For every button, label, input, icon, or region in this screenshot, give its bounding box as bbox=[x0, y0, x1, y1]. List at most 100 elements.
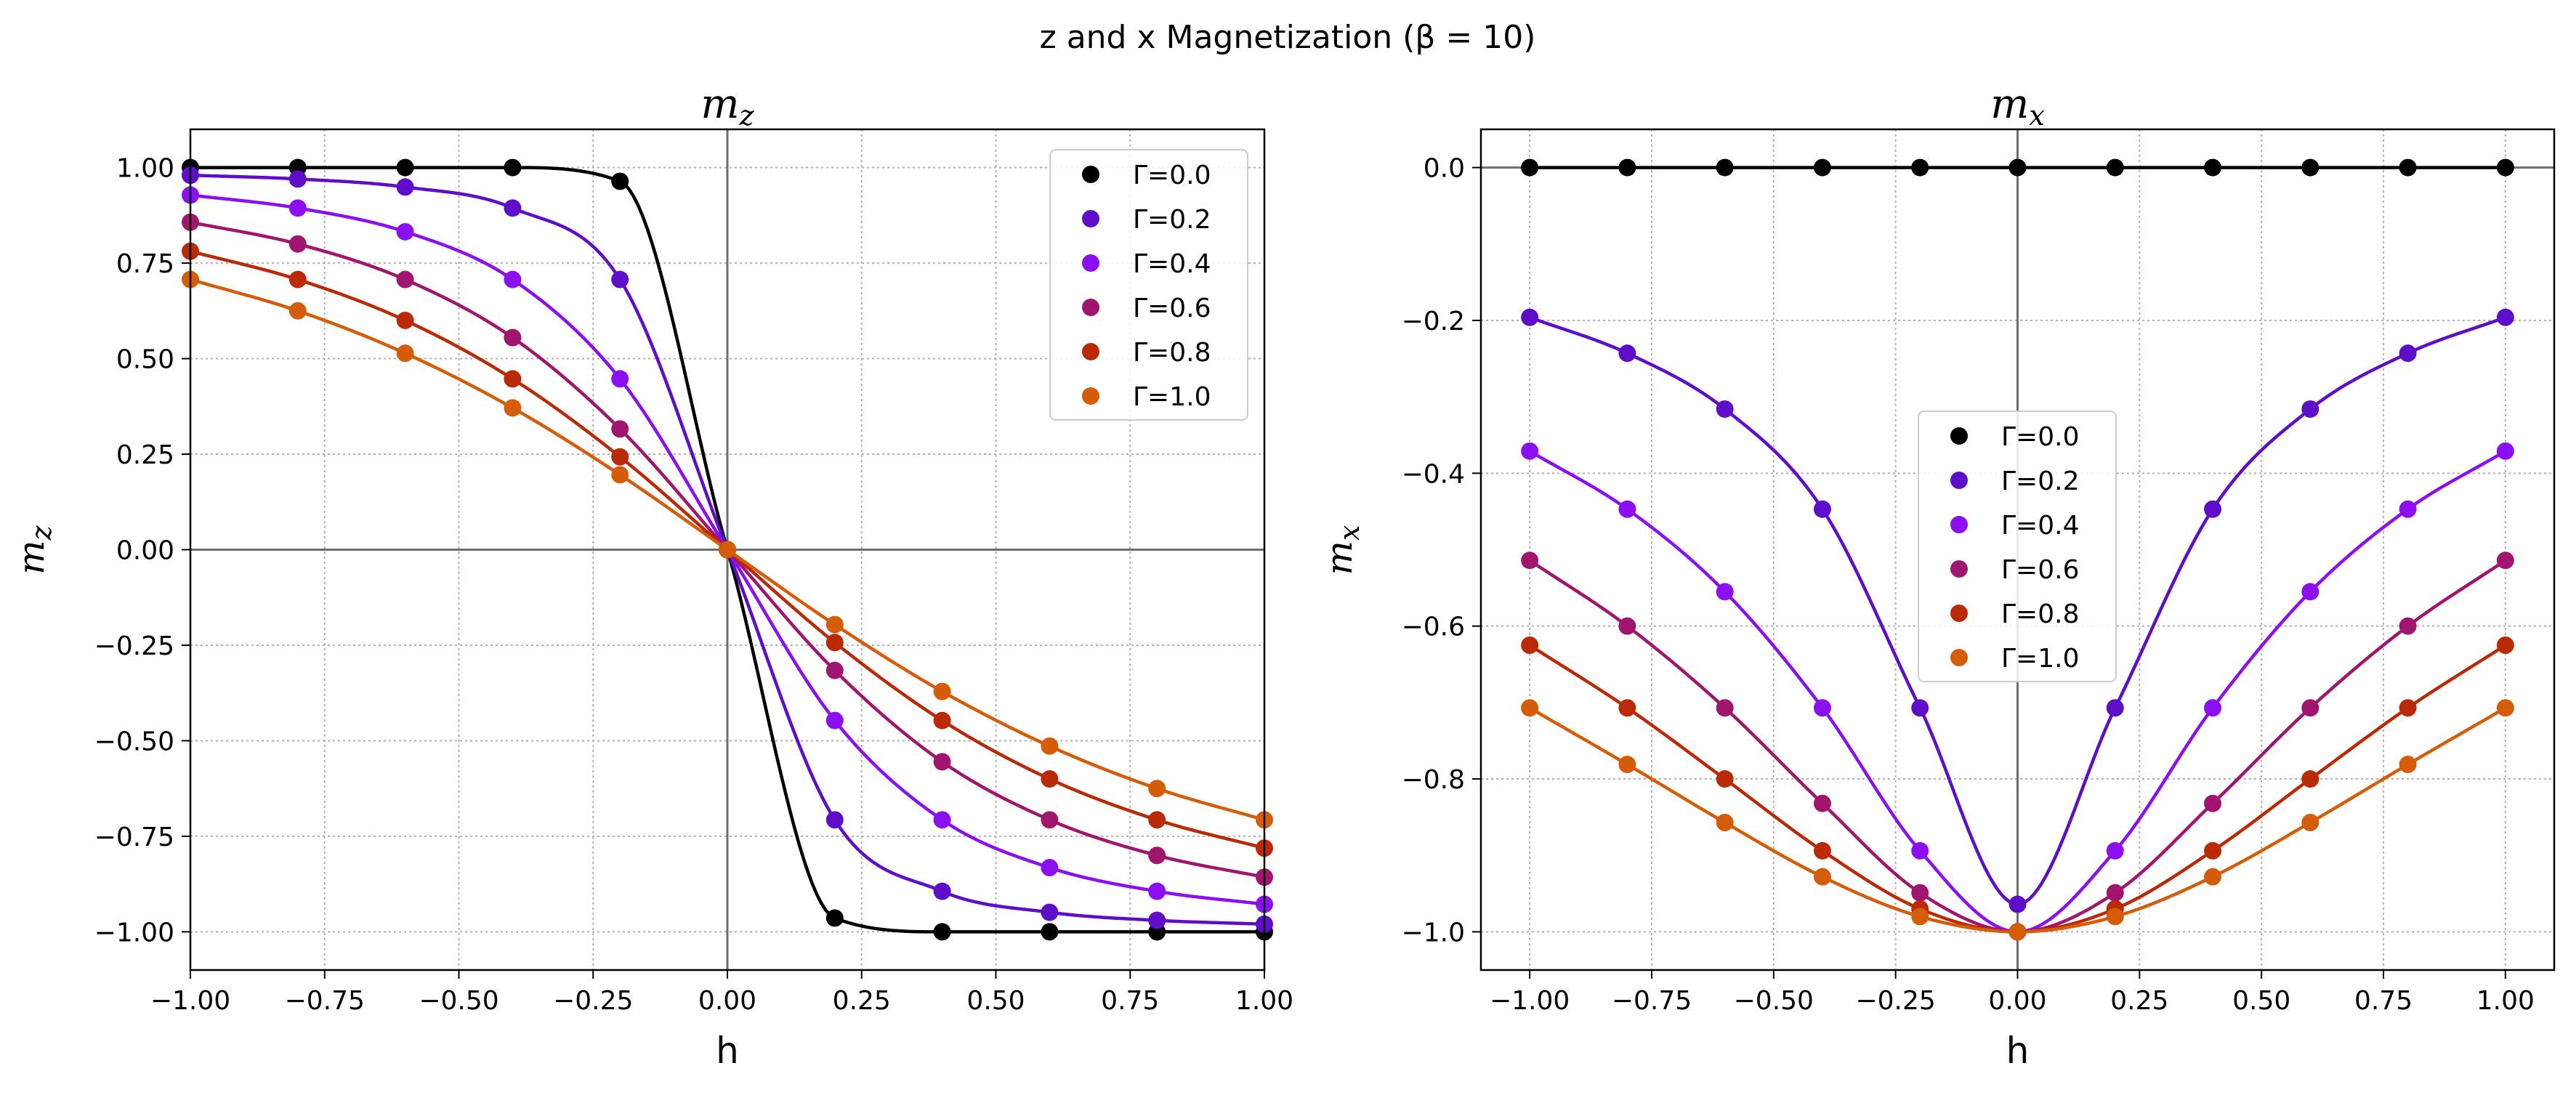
data-point bbox=[2496, 158, 2514, 177]
x-axis-label: h bbox=[716, 1030, 739, 1072]
x-tick-label: 1.00 bbox=[2476, 986, 2535, 1016]
y-tick-label: 0.0 bbox=[1424, 154, 1465, 184]
y-tick-label: 0.00 bbox=[116, 536, 174, 566]
data-point bbox=[1716, 158, 1734, 177]
data-point bbox=[611, 172, 629, 190]
data-point bbox=[2399, 617, 2417, 635]
data-point bbox=[1618, 756, 1636, 774]
data-point bbox=[2301, 400, 2319, 418]
data-point bbox=[825, 634, 844, 652]
mz-panel: −1.00 −0.75 −0.50 −0.25 0.00 0.25 0.50 0.75 1.00… bbox=[10, 81, 1293, 1072]
data-point bbox=[2399, 699, 2417, 717]
y-tick-label: −0.8 bbox=[1402, 765, 1465, 795]
data-point bbox=[1041, 737, 1059, 755]
legend-label: Γ=0.2 bbox=[1133, 205, 1211, 235]
data-point bbox=[2301, 770, 2319, 788]
x-tick-label: 0.75 bbox=[2354, 986, 2413, 1016]
x-tick-label: 0.00 bbox=[698, 986, 756, 1016]
data-point bbox=[1618, 158, 1636, 177]
figure-title: z and x Magnetization (β = 10) bbox=[1040, 19, 1536, 56]
x-tick-label: −0.75 bbox=[285, 986, 365, 1016]
data-point bbox=[1148, 780, 1166, 798]
data-point bbox=[1148, 811, 1166, 829]
data-point bbox=[1041, 770, 1059, 788]
data-point bbox=[2301, 813, 2319, 831]
ylabel-main: m bbox=[10, 540, 52, 574]
data-point bbox=[2496, 442, 2514, 460]
legend-label: Γ=0.4 bbox=[1133, 249, 1211, 279]
data-point bbox=[719, 541, 736, 559]
legend-label: Γ=0.8 bbox=[1133, 338, 1211, 368]
data-point bbox=[1521, 636, 1539, 654]
legend-label: Γ=0.6 bbox=[1133, 294, 1211, 323]
data-point bbox=[396, 178, 414, 196]
legend-marker bbox=[1950, 605, 1968, 622]
data-point bbox=[396, 270, 414, 288]
x-tick-label: −1.00 bbox=[1490, 986, 1570, 1016]
y-tick-label: −0.6 bbox=[1402, 613, 1465, 642]
data-point bbox=[288, 302, 307, 320]
data-point bbox=[1041, 903, 1059, 921]
y-tick-label: −0.50 bbox=[94, 727, 174, 756]
data-point bbox=[1911, 884, 1929, 902]
legend-label: Γ=0.4 bbox=[2001, 511, 2079, 541]
data-point bbox=[611, 466, 629, 484]
legend-marker bbox=[1082, 254, 1099, 272]
data-point bbox=[2106, 158, 2124, 177]
data-point bbox=[933, 711, 951, 730]
data-point bbox=[396, 222, 414, 241]
data-point bbox=[611, 270, 629, 288]
data-point bbox=[2204, 500, 2222, 518]
data-point bbox=[1813, 868, 1831, 886]
x-tick-label: −0.25 bbox=[1855, 986, 1935, 1016]
data-point bbox=[504, 370, 522, 388]
data-point bbox=[2301, 699, 2319, 717]
data-point bbox=[504, 328, 522, 347]
data-point bbox=[1041, 923, 1059, 941]
data-point bbox=[1521, 551, 1539, 570]
data-point bbox=[1813, 699, 1831, 717]
data-point bbox=[1911, 699, 1929, 717]
x-tick-label: −0.50 bbox=[1734, 986, 1814, 1016]
data-point bbox=[2204, 868, 2222, 886]
data-point bbox=[2106, 699, 2124, 717]
legend-marker bbox=[1082, 299, 1099, 316]
data-point bbox=[2008, 895, 2027, 913]
data-point bbox=[611, 370, 629, 388]
legend-label: Γ=0.0 bbox=[2001, 422, 2079, 452]
data-point bbox=[504, 399, 522, 417]
data-point bbox=[933, 753, 951, 771]
y-tick-label: −0.75 bbox=[94, 823, 174, 852]
y-tick-label: −1.0 bbox=[1402, 918, 1465, 947]
legend-frame bbox=[1049, 149, 1248, 421]
data-point bbox=[1716, 583, 1734, 601]
data-point bbox=[1521, 158, 1539, 177]
data-point bbox=[2496, 699, 2514, 717]
title-sub: z bbox=[739, 100, 755, 132]
y-tick-label: 1.00 bbox=[116, 154, 174, 184]
x-tick-label: 0.50 bbox=[966, 986, 1025, 1016]
data-point bbox=[1813, 158, 1831, 177]
data-point bbox=[2399, 344, 2417, 363]
data-point bbox=[288, 170, 307, 188]
y-tick-label: −0.4 bbox=[1402, 459, 1465, 489]
x-tick-label: −0.50 bbox=[419, 986, 498, 1016]
data-point bbox=[288, 199, 307, 217]
data-point bbox=[396, 158, 414, 177]
axes-frame bbox=[189, 128, 1266, 971]
title-main: m bbox=[700, 81, 739, 128]
data-point bbox=[1716, 813, 1734, 831]
data-point bbox=[2204, 841, 2222, 860]
data-point bbox=[825, 615, 844, 634]
data-point bbox=[2399, 158, 2417, 177]
data-point bbox=[1148, 882, 1166, 900]
data-point bbox=[2399, 500, 2417, 518]
data-point bbox=[2106, 908, 2124, 926]
data-point bbox=[2399, 756, 2417, 774]
legend-label: Γ=0.8 bbox=[2001, 599, 2079, 629]
data-point bbox=[2008, 158, 2027, 177]
ylabel-main: m bbox=[1318, 541, 1360, 575]
data-point bbox=[2106, 884, 2124, 902]
data-point bbox=[611, 420, 629, 438]
